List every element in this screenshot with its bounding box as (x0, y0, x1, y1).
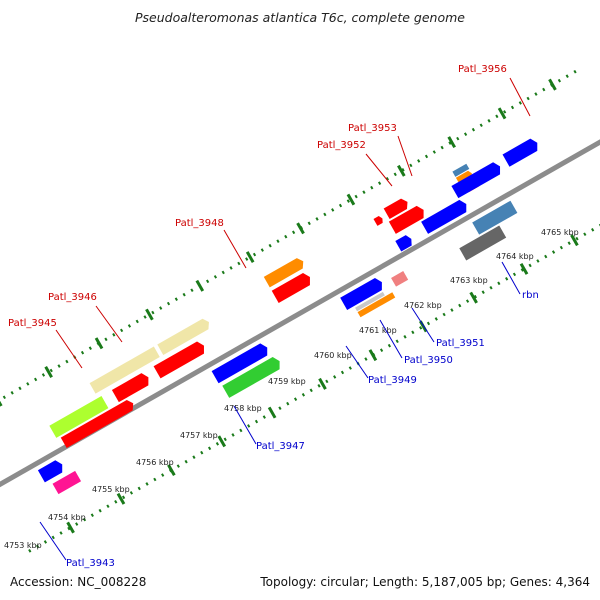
label-patl3952[interactable]: Patl_3952 (317, 140, 366, 151)
gene-red-4[interactable] (271, 271, 314, 303)
top-major-ticks (0, 78, 557, 407)
gene-patl3946[interactable] (157, 317, 212, 355)
genome-track (0, 66, 600, 553)
tick-4763: 4763 kbp (450, 276, 488, 285)
gene-red-1[interactable] (111, 371, 152, 403)
tick-4760: 4760 kbp (314, 351, 352, 360)
gene-blue-rev-1[interactable] (211, 341, 271, 384)
label-patl3945[interactable]: Patl_3945 (8, 318, 57, 329)
tick-4755: 4755 kbp (92, 485, 130, 494)
kbp-tick-labels: 4753 kbp 4754 kbp 4755 kbp 4756 kbp 4757… (4, 228, 579, 550)
label-patl3947[interactable]: Patl_3947 (256, 441, 305, 452)
top-dotted-guide (0, 66, 583, 426)
labels-forward: Patl_3945 Patl_3946 Patl_3948 Patl_3952 … (8, 64, 507, 329)
reverse-genes (37, 200, 518, 495)
forward-genes (49, 137, 541, 449)
label-patl3950[interactable]: Patl_3950 (404, 355, 453, 366)
tick-4762: 4762 kbp (404, 301, 442, 310)
gene-red-5[interactable] (388, 204, 427, 234)
accession-text: Accession: NC_008228 (10, 575, 146, 589)
tick-4753: 4753 kbp (4, 541, 42, 550)
gene-blue-fwd-4[interactable] (395, 234, 414, 252)
map-title: Pseudoalteromonas atlantica T6c, complet… (135, 10, 465, 25)
gene-blue-fwd-2[interactable] (421, 198, 470, 234)
tick-4761: 4761 kbp (359, 326, 397, 335)
gene-patl3947[interactable] (222, 355, 283, 398)
label-patl3943[interactable]: Patl_3943 (66, 558, 115, 569)
gene-grey-light[interactable] (355, 291, 385, 312)
label-patl3953[interactable]: Patl_3953 (348, 123, 397, 134)
gene-patl3949[interactable] (357, 292, 396, 318)
label-leaders (39, 77, 531, 561)
tick-4754: 4754 kbp (48, 513, 86, 522)
gene-rbn[interactable] (459, 225, 507, 261)
label-rbn[interactable]: rbn (522, 290, 539, 301)
tick-4757: 4757 kbp (180, 431, 218, 440)
tick-4756: 4756 kbp (136, 458, 174, 467)
label-patl3946[interactable]: Patl_3946 (48, 292, 97, 303)
gene-blue-rev-2[interactable] (340, 276, 385, 310)
label-patl3951[interactable]: Patl_3951 (436, 338, 485, 349)
label-patl3956[interactable]: Patl_3956 (458, 64, 507, 75)
gene-blue-fwd-1[interactable] (451, 160, 503, 199)
tick-4764: 4764 kbp (496, 252, 534, 261)
gene-blue-fwd-3[interactable] (502, 137, 541, 167)
genome-summary: Topology: circular; Length: 5,187,005 bp… (259, 575, 590, 589)
gene-patl3956-a[interactable] (452, 163, 470, 177)
gene-patl3943[interactable] (52, 470, 82, 495)
label-patl3948[interactable]: Patl_3948 (175, 218, 224, 229)
tick-4758: 4758 kbp (224, 404, 262, 413)
gene-patl3950[interactable] (391, 271, 409, 287)
labels-reverse: Patl_3943 Patl_3947 Patl_3949 Patl_3950 … (66, 290, 539, 569)
backbone-line (0, 129, 600, 491)
gene-red-3[interactable] (60, 398, 136, 449)
gene-patl3953[interactable] (383, 197, 411, 219)
gene-red-2[interactable] (153, 339, 208, 379)
gene-blue-rev-3[interactable] (37, 458, 66, 483)
gene-patl3948[interactable] (263, 256, 306, 288)
gene-patl3952[interactable] (373, 215, 384, 226)
gene-patl3945-a[interactable] (89, 346, 160, 394)
tick-4765: 4765 kbp (541, 228, 579, 237)
tick-4759: 4759 kbp (268, 377, 306, 386)
gene-lime[interactable] (49, 395, 109, 438)
gene-steelblue[interactable] (472, 200, 518, 235)
bottom-dotted-guide (28, 193, 600, 553)
label-patl3949[interactable]: Patl_3949 (368, 375, 417, 386)
